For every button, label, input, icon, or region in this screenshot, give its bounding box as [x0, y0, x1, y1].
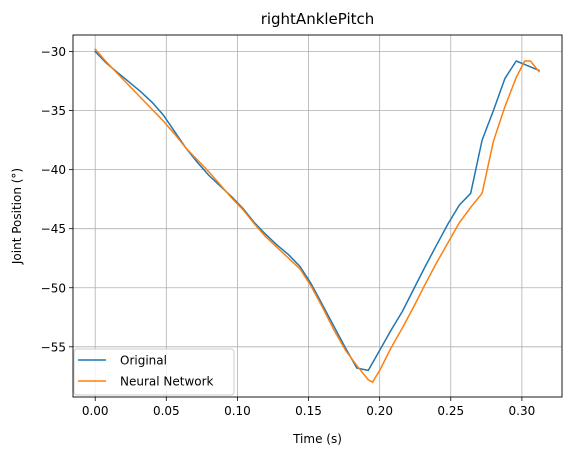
y-tick-label: −30: [41, 45, 66, 59]
x-tick-label: 0.00: [82, 404, 109, 418]
y-tick-label: −35: [41, 104, 66, 118]
series-line-original: [94, 50, 540, 372]
legend-label-neural-network: Neural Network: [120, 375, 214, 389]
x-axis-label: Time (s): [292, 432, 342, 446]
y-tick-label: −45: [41, 222, 66, 236]
x-tick-label: 0.30: [509, 404, 536, 418]
y-tick-label: −50: [41, 281, 66, 295]
legend-box: [73, 348, 235, 396]
plot-frame: [72, 34, 563, 398]
y-tick-label: −40: [41, 163, 66, 177]
y-tick-label: −55: [41, 340, 66, 354]
legend: Original Neural Network: [73, 348, 235, 396]
x-tick-label: 0.20: [366, 404, 393, 418]
ticks: 0.00 0.05 0.10 0.15 0.20 0.25 0.30 −55 −50 −45 −40…: [41, 45, 536, 418]
x-tick-label: 0.05: [153, 404, 180, 418]
x-tick-label: 0.10: [224, 404, 251, 418]
legend-label-original: Original: [120, 354, 167, 368]
chart-title: rightAnklePitch: [261, 10, 375, 28]
series-lines: [94, 48, 541, 383]
y-axis-label: Joint Position (°): [10, 168, 24, 265]
grid: [73, 35, 562, 397]
x-tick-label: 0.15: [295, 404, 322, 418]
x-tick-label: 0.25: [437, 404, 464, 418]
series-line-neural-network: [94, 48, 541, 383]
